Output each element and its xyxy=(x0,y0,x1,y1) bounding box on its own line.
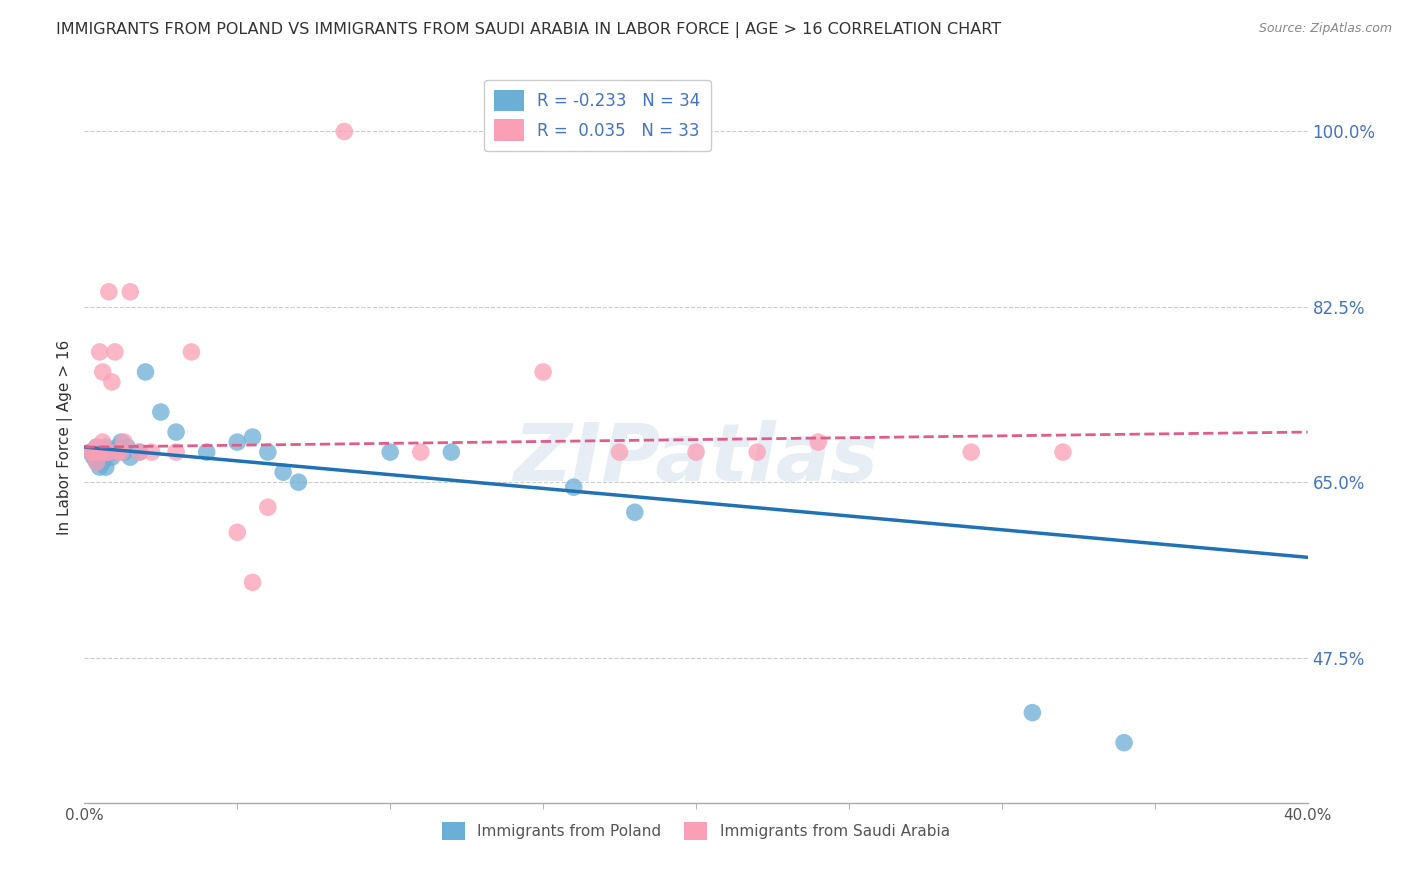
Point xyxy=(440,445,463,459)
Point xyxy=(747,445,769,459)
Point xyxy=(380,445,402,459)
Point xyxy=(226,435,249,450)
Point xyxy=(624,505,647,519)
Point xyxy=(89,445,111,459)
Point xyxy=(86,455,108,469)
Point xyxy=(128,445,150,459)
Point xyxy=(531,365,554,379)
Point xyxy=(271,465,294,479)
Point xyxy=(86,440,108,454)
Point xyxy=(79,445,101,459)
Point xyxy=(242,430,264,444)
Point xyxy=(86,455,108,469)
Point xyxy=(1114,736,1136,750)
Point xyxy=(135,365,157,379)
Point xyxy=(110,435,132,450)
Point xyxy=(242,575,264,590)
Point xyxy=(104,345,127,359)
Point xyxy=(1052,445,1074,459)
Point xyxy=(89,445,111,459)
Point xyxy=(107,445,129,459)
Point xyxy=(120,285,142,299)
Point xyxy=(112,445,135,459)
Point xyxy=(141,445,163,459)
Point xyxy=(195,445,218,459)
Point xyxy=(960,445,983,459)
Point xyxy=(101,375,124,389)
Point xyxy=(91,445,114,459)
Y-axis label: In Labor Force | Age > 16: In Labor Force | Age > 16 xyxy=(58,340,73,534)
Point xyxy=(91,455,114,469)
Point xyxy=(120,450,142,464)
Point xyxy=(333,124,356,138)
Point xyxy=(180,345,202,359)
Point xyxy=(257,445,280,459)
Point xyxy=(107,440,129,454)
Point xyxy=(287,475,309,490)
Point xyxy=(562,480,585,494)
Point xyxy=(79,445,101,459)
Point xyxy=(115,440,138,454)
Point xyxy=(685,445,707,459)
Point xyxy=(94,445,117,459)
Point xyxy=(112,435,135,450)
Point xyxy=(94,440,117,454)
Point xyxy=(91,435,114,450)
Point xyxy=(257,500,280,515)
Text: Source: ZipAtlas.com: Source: ZipAtlas.com xyxy=(1258,22,1392,36)
Point xyxy=(94,460,117,475)
Point xyxy=(128,445,150,459)
Point xyxy=(86,440,108,454)
Point xyxy=(409,445,432,459)
Text: IMMIGRANTS FROM POLAND VS IMMIGRANTS FROM SAUDI ARABIA IN LABOR FORCE | AGE > 16: IMMIGRANTS FROM POLAND VS IMMIGRANTS FRO… xyxy=(56,22,1001,38)
Point xyxy=(101,450,124,464)
Point xyxy=(97,285,120,299)
Point xyxy=(104,445,127,459)
Point xyxy=(165,425,187,439)
Point xyxy=(91,365,114,379)
Point xyxy=(149,405,172,419)
Point xyxy=(89,345,111,359)
Point xyxy=(97,445,120,459)
Point xyxy=(89,460,111,475)
Point xyxy=(83,450,105,464)
Point xyxy=(97,445,120,459)
Point xyxy=(609,445,631,459)
Point xyxy=(83,445,105,459)
Point xyxy=(110,445,132,459)
Point xyxy=(165,445,187,459)
Point xyxy=(226,525,249,540)
Point xyxy=(1021,706,1043,720)
Text: ZIPatlas: ZIPatlas xyxy=(513,420,879,498)
Point xyxy=(807,435,830,450)
Legend: Immigrants from Poland, Immigrants from Saudi Arabia: Immigrants from Poland, Immigrants from … xyxy=(436,815,956,847)
